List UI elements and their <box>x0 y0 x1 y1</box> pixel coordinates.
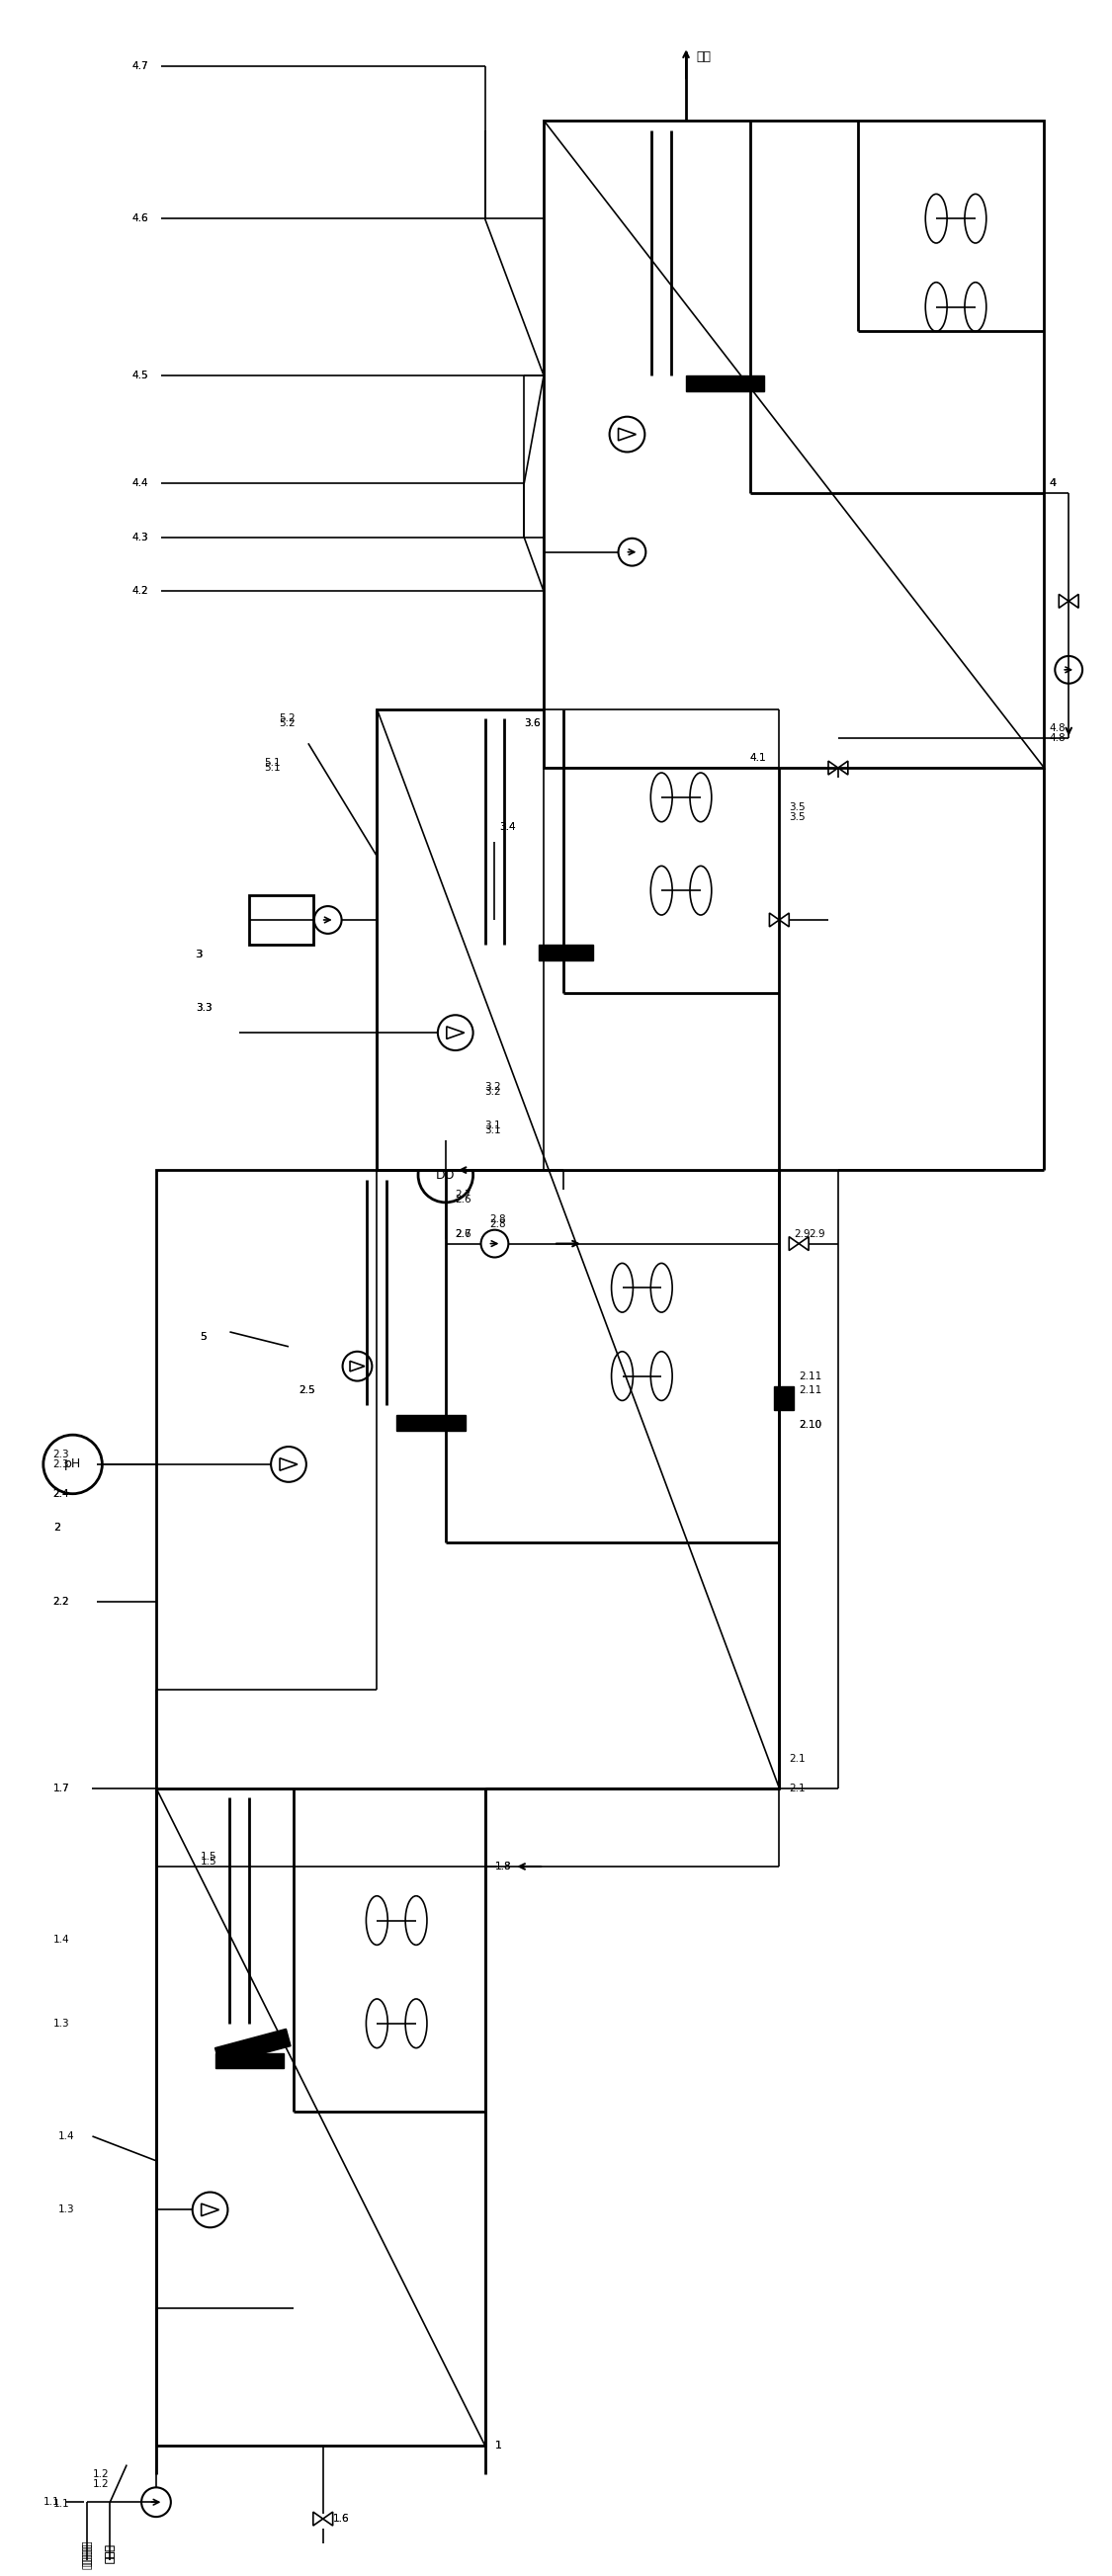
Text: 3: 3 <box>196 951 202 958</box>
Bar <box>774 1386 794 1412</box>
Text: 2.7: 2.7 <box>456 1190 471 1200</box>
Text: 1.2: 1.2 <box>92 2481 109 2488</box>
Text: 1.7: 1.7 <box>53 1783 70 1793</box>
Text: 2.3: 2.3 <box>53 1450 70 1461</box>
Text: 4.3: 4.3 <box>131 533 148 544</box>
Text: 1.8: 1.8 <box>495 1862 512 1870</box>
Text: 4.6: 4.6 <box>131 214 148 224</box>
Text: DO: DO <box>436 1170 455 1182</box>
Text: 1: 1 <box>495 2439 502 2450</box>
Text: 4.1: 4.1 <box>749 752 766 762</box>
Text: 2.6: 2.6 <box>456 1195 471 1206</box>
Bar <box>215 2053 284 2069</box>
Text: 1.3: 1.3 <box>58 2205 75 2215</box>
Bar <box>156 1170 780 1788</box>
Text: 热水清: 热水清 <box>105 2543 115 2563</box>
Text: 1.5: 1.5 <box>200 1852 217 1862</box>
Text: 2.7: 2.7 <box>456 1229 471 1239</box>
Text: 2.1: 2.1 <box>790 1754 805 1765</box>
Text: 3.1: 3.1 <box>485 1121 502 1131</box>
Text: 4.3: 4.3 <box>131 533 148 544</box>
Text: 4.2: 4.2 <box>131 587 148 595</box>
Text: 1.3: 1.3 <box>53 2020 70 2027</box>
Text: 4.7: 4.7 <box>131 62 148 72</box>
Bar <box>544 121 1044 768</box>
Text: 4.2: 4.2 <box>131 587 148 595</box>
Text: 2.9: 2.9 <box>808 1229 825 1239</box>
Text: 4.4: 4.4 <box>131 479 148 489</box>
Text: 1.4: 1.4 <box>58 2130 75 2141</box>
Text: 1.1: 1.1 <box>43 2496 60 2506</box>
Text: 5.1: 5.1 <box>264 762 280 773</box>
Bar <box>686 376 765 392</box>
Text: 沼液进水: 沼液进水 <box>82 2543 92 2568</box>
Text: 3.2: 3.2 <box>485 1087 502 1097</box>
Text: 5.2: 5.2 <box>279 714 295 724</box>
Text: 2.4: 2.4 <box>53 1489 70 1499</box>
Text: 1.5: 1.5 <box>200 1857 217 1868</box>
Text: 2.11: 2.11 <box>798 1386 822 1396</box>
Text: 3.3: 3.3 <box>196 1002 211 1012</box>
Text: 2.10: 2.10 <box>798 1419 822 1430</box>
Text: 3.2: 3.2 <box>485 1082 502 1092</box>
Text: 5: 5 <box>200 1332 207 1342</box>
Text: 4: 4 <box>1049 479 1056 489</box>
Text: 1.8: 1.8 <box>495 1862 512 1870</box>
Text: 2.2: 2.2 <box>53 1597 70 1607</box>
Text: 3.1: 3.1 <box>485 1126 502 1136</box>
Text: 2.10: 2.10 <box>798 1419 822 1430</box>
Text: 热水清: 热水清 <box>105 2543 115 2563</box>
Text: 3.5: 3.5 <box>790 811 805 822</box>
Text: 2.6: 2.6 <box>456 1229 471 1239</box>
Text: 4.6: 4.6 <box>131 214 148 224</box>
Text: 2.5: 2.5 <box>298 1386 315 1396</box>
Text: 4.8: 4.8 <box>1049 734 1065 744</box>
Text: 5.2: 5.2 <box>279 719 295 729</box>
Text: 4: 4 <box>1049 479 1056 489</box>
Text: 4.7: 4.7 <box>131 62 148 72</box>
Text: 3.5: 3.5 <box>790 801 805 811</box>
Text: 2.1: 2.1 <box>790 1783 805 1793</box>
Text: 4.5: 4.5 <box>131 371 148 381</box>
Text: 2: 2 <box>53 1522 60 1533</box>
Text: 2.8: 2.8 <box>489 1213 506 1224</box>
Text: 2.2: 2.2 <box>53 1597 70 1607</box>
Text: pH: pH <box>64 1458 81 1471</box>
Bar <box>397 1414 465 1430</box>
Text: 1.1: 1.1 <box>53 2499 70 2509</box>
Bar <box>156 1788 485 2445</box>
Text: 5: 5 <box>200 1332 207 1342</box>
Text: 3.6: 3.6 <box>524 719 540 729</box>
Text: 3.6: 3.6 <box>524 719 540 729</box>
Text: 2.4: 2.4 <box>53 1489 70 1499</box>
Text: 2.8: 2.8 <box>489 1218 506 1229</box>
Text: 1: 1 <box>495 2439 502 2450</box>
Text: 1.4: 1.4 <box>53 1935 70 1945</box>
Text: 5.1: 5.1 <box>264 757 280 768</box>
Bar <box>215 2030 290 2066</box>
Text: 4.1: 4.1 <box>749 752 766 762</box>
Text: 1.7: 1.7 <box>53 1783 70 1793</box>
Text: 1.6: 1.6 <box>332 2514 349 2524</box>
Text: 沼液进水: 沼液进水 <box>82 2540 92 2566</box>
Text: 3.3: 3.3 <box>196 1002 211 1012</box>
Text: 3: 3 <box>196 951 202 958</box>
Text: 1.2: 1.2 <box>92 2470 109 2481</box>
Bar <box>249 896 314 945</box>
Bar <box>377 708 780 1170</box>
Text: 出水: 出水 <box>696 52 711 64</box>
Text: 2.3: 2.3 <box>53 1461 70 1468</box>
Text: 2: 2 <box>53 1522 60 1533</box>
Bar <box>539 945 593 961</box>
Text: 1.6: 1.6 <box>332 2514 349 2524</box>
Text: 2.11: 2.11 <box>798 1370 822 1381</box>
Text: 4.4: 4.4 <box>131 479 148 489</box>
Text: 2.9: 2.9 <box>794 1229 811 1239</box>
Text: 3.4: 3.4 <box>499 822 516 832</box>
Text: 4.8: 4.8 <box>1049 724 1065 734</box>
Text: 2.5: 2.5 <box>298 1386 315 1396</box>
Text: 4.5: 4.5 <box>131 371 148 381</box>
Text: 3.4: 3.4 <box>499 822 516 832</box>
